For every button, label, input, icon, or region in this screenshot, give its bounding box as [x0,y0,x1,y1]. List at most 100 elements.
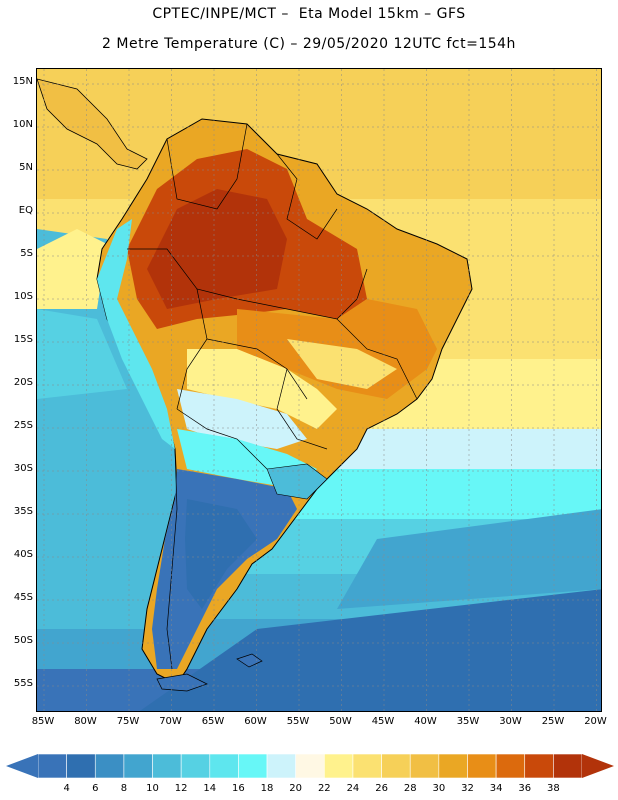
pacific-equatorial [37,229,107,309]
colorbar-level-label: 36 [518,783,532,794]
lat-label: 45S [13,592,33,603]
lat-label: 10N [12,119,33,130]
colorbar [6,753,614,779]
lat-label: 15N [12,76,33,87]
colorbar-segment [66,753,96,779]
andes-north [97,219,175,449]
colorbar-level-label: 18 [260,783,274,794]
colorbar-level-label: 20 [289,783,303,794]
gridlines [37,69,601,711]
border-paraguay [276,368,328,450]
border-brazil-states-north [236,268,368,320]
lon-label: 25W [541,716,565,727]
lat-label: 35S [13,506,33,517]
ocean-bands [37,69,601,711]
lon-label: 45W [371,716,395,727]
lon-label: 50W [329,716,352,727]
colorbar-level-label: 26 [375,783,388,794]
lat-label: 30S [13,463,33,474]
colorbar-segment [180,753,211,779]
colorbar-segment [123,753,153,779]
colorbar-segment [495,753,526,779]
colorbar-segment [381,753,411,779]
lon-label: 55W [286,716,310,727]
uruguay [266,463,328,500]
lon-label: 60W [244,716,267,727]
colorbar-segment [409,753,440,779]
colorbar-level-label: 32 [461,783,474,794]
colorbar-segment [152,753,182,779]
country-borders [127,123,418,670]
colorbar-segment [467,753,497,779]
lat-label: 25S [13,420,33,431]
border-chile-argentina [166,448,178,670]
lon-label: 35W [456,716,480,727]
colorbar-level-label: 28 [403,783,417,794]
chart-title-line1: CPTEC/INPE/MCT – Eta Model 15km – GFS [152,6,466,22]
south-america [37,78,473,685]
colorbar-level-label: 6 [92,783,99,794]
colorbar-segment [352,753,382,779]
lon-label: 85W [31,716,55,727]
map-frame [36,68,602,712]
border-peru-brazil [127,248,238,300]
lon-label: 75W [116,716,140,727]
falkland-islands [236,653,263,668]
temperature-map [37,69,601,711]
south-atlantic-cold [139,589,601,711]
colorbar-level-label: 14 [203,783,217,794]
colorbar-segment [37,753,67,779]
colorbar-segment [94,753,125,779]
lat-label: 40S [13,549,33,560]
border-bolivia-brazil [206,338,308,400]
colorbar-segment [324,753,354,779]
colorbar-level-label: 10 [146,783,159,794]
colorbar-segment [266,753,296,779]
colorbar-segment [238,753,268,779]
colorbar-level-label: 4 [63,783,70,794]
tierra-del-fuego [156,673,208,692]
border-brazil-states [336,318,418,400]
colorbar-level-label: 38 [546,783,560,794]
chaco-mild [177,389,307,449]
lat-label: 20S [13,377,33,388]
lon-label: 65W [201,716,225,727]
pacific-peru-current [37,309,127,399]
lon-label: 40W [414,716,437,727]
argentina-coldest [185,499,257,609]
colorbar-max-arrow [582,754,614,778]
colorbar-level-label: 34 [489,783,503,794]
lon-label: 30W [499,716,522,727]
colorbar-level-label: 30 [432,783,446,794]
lat-label: 50S [13,635,33,646]
lat-label: 10S [13,291,33,302]
border-guianas [276,153,338,240]
colorbar-segment [209,753,239,779]
border-bolivia [176,288,208,410]
colorbar-segment [553,753,583,779]
colorbar-level-label: 16 [232,783,245,794]
colorbar-level-label: 24 [346,783,360,794]
chaco-warm [187,349,337,429]
chart-title-line2: 2 Metre Temperature (C) – 29/05/2020 12U… [102,36,516,52]
amazon-hottest [147,189,287,309]
lat-label: EQ [18,205,33,216]
lat-label: 55S [13,678,33,689]
lon-label: 80W [74,716,97,727]
lon-label: 70W [159,716,182,727]
central-america [37,78,148,170]
colorbar-segment [438,753,468,779]
border-argentina-north [176,408,268,470]
brazil-plateau [287,339,397,389]
lat-label: 15S [13,334,33,345]
colorbar-level-label: 22 [317,783,331,794]
colorbar-level-label: 12 [174,783,188,794]
colorbar-segment [524,753,554,779]
colorbar-min-arrow [6,754,38,778]
colorbar-level-label: 8 [120,783,128,794]
colorbar-segment [295,753,325,779]
lat-label: 5S [20,248,33,259]
lon-label: 20W [584,716,607,727]
border-colombia-venezuela [166,123,248,210]
lat-label: 5N [19,162,33,173]
